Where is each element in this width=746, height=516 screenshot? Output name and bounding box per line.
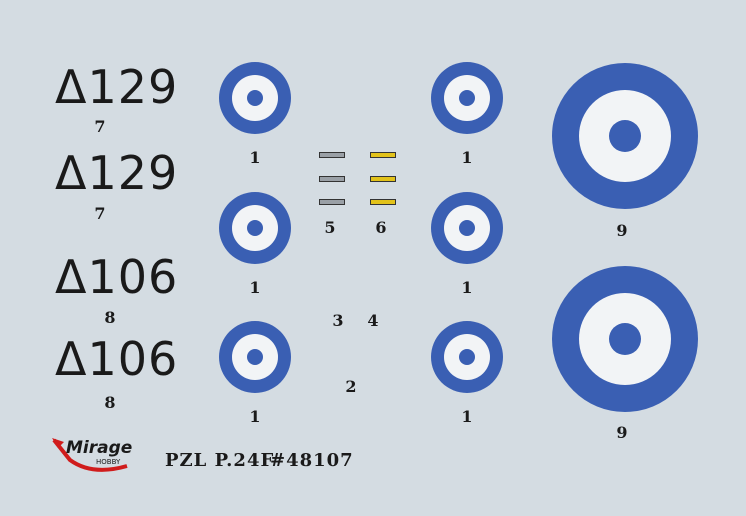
decal-number-9: 9 xyxy=(616,221,628,240)
grey-stripe-decal xyxy=(319,176,345,182)
decal-number-1: 1 xyxy=(249,278,261,297)
logo-text: Mirage xyxy=(66,438,133,458)
grey-stripe-decal xyxy=(319,152,345,158)
decal-number-3: 3 xyxy=(332,311,344,330)
aircraft-code-3: Δ106 xyxy=(55,250,179,304)
catalog-number: #48107 xyxy=(270,450,354,471)
roundel-small xyxy=(431,62,503,134)
aircraft-code-1: Δ129 xyxy=(55,60,179,114)
decal-number-4: 4 xyxy=(367,311,379,330)
decal-number-5: 5 xyxy=(324,218,336,237)
decal-number-1: 1 xyxy=(461,278,473,297)
decal-number-1: 1 xyxy=(461,407,473,426)
roundel-large xyxy=(552,63,698,209)
decal-number-1: 1 xyxy=(461,148,473,167)
decal-number-1: 1 xyxy=(249,148,261,167)
yellow-stripe-decal xyxy=(370,199,396,205)
logo-swoosh-icon xyxy=(52,438,128,472)
decal-number-7b: 7 xyxy=(94,204,106,223)
yellow-stripe-decal xyxy=(370,152,396,158)
decal-number-2: 2 xyxy=(345,377,357,396)
roundel-small xyxy=(219,192,291,264)
grey-stripe-decal xyxy=(319,199,345,205)
logo-subtext: HOBBY xyxy=(96,458,121,466)
decal-number-1: 1 xyxy=(249,407,261,426)
aircraft-code-4: Δ106 xyxy=(55,332,179,386)
roundel-large xyxy=(552,266,698,412)
roundel-small xyxy=(219,321,291,393)
mirage-hobby-logo: Mirage HOBBY xyxy=(52,436,152,476)
roundel-small xyxy=(431,192,503,264)
roundel-small xyxy=(431,321,503,393)
decal-number-6: 6 xyxy=(375,218,387,237)
yellow-stripe-decal xyxy=(370,176,396,182)
decal-number-9: 9 xyxy=(616,423,628,442)
model-name: PZL P.24F xyxy=(165,450,275,471)
roundel-small xyxy=(219,62,291,134)
aircraft-code-2: Δ129 xyxy=(55,146,179,200)
decal-number-8b: 8 xyxy=(104,393,116,412)
decal-number-7a: 7 xyxy=(94,117,106,136)
decal-number-8a: 8 xyxy=(104,308,116,327)
